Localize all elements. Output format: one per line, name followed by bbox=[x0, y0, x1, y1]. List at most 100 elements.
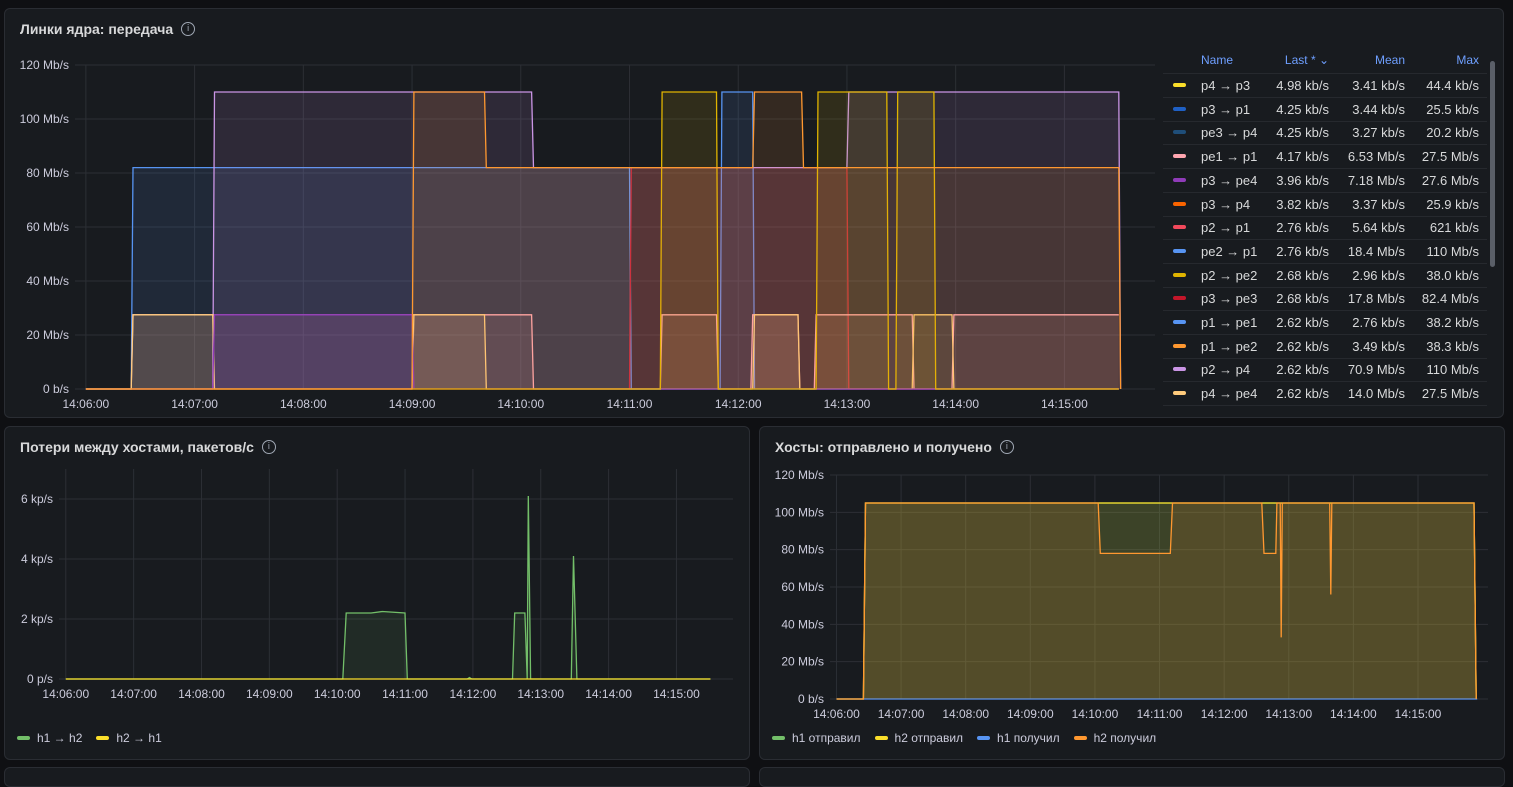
series-color-swatch bbox=[1173, 154, 1186, 159]
series-area bbox=[836, 503, 1477, 699]
legend-header-name[interactable]: Name bbox=[1201, 53, 1234, 67]
panel-title[interactable]: Потери между хостами, пакетов/с i bbox=[20, 439, 276, 455]
legend-name: p3 → p1 bbox=[1201, 101, 1251, 117]
legend-mean: 5.64 kb/s bbox=[1352, 220, 1405, 236]
legend-mean: 3.41 kb/s bbox=[1352, 78, 1405, 93]
series-color-swatch bbox=[1073, 736, 1087, 740]
y-tick-label: 60 Mb/s bbox=[26, 220, 69, 234]
chart-core-links[interactable]: 0 b/s 20 Mb/s 40 Mb/s 60 Mb/s 80 Mb/s 100 Mb/… bbox=[5, 9, 1165, 419]
legend-row[interactable]: p3 → pe3 2.68 kb/s 17.8 Mb/s 82.4 Mb/s bbox=[1163, 286, 1487, 312]
info-icon[interactable]: i bbox=[261, 440, 276, 454]
panel-title[interactable]: Хосты: отправлено и получено i bbox=[775, 439, 1014, 455]
series-area bbox=[836, 503, 1477, 699]
legend-name: pe2 → p1 bbox=[1201, 243, 1258, 259]
y-tick-label: 6 kp/s bbox=[21, 492, 53, 506]
legend-mean: 2.76 kb/s bbox=[1352, 315, 1405, 330]
legend-max: 82.4 Mb/s bbox=[1421, 291, 1479, 307]
y-tick-label: 120 Mb/s bbox=[775, 468, 824, 482]
chart-host-losses[interactable]: 0 p/s 2 kp/s 4 kp/s 6 kp/s 14:06:00 14:07:00 1… bbox=[5, 427, 751, 727]
legend-row[interactable]: pe2 → p1 2.76 kb/s 18.4 Mb/s 110 Mb/s bbox=[1163, 239, 1487, 264]
series-color-swatch bbox=[1173, 296, 1186, 301]
legend-row[interactable]: p4 → pe4 2.62 kb/s 14.0 Mb/s 27.5 Mb/s bbox=[1163, 381, 1487, 407]
x-tick-label: 14:08:00 bbox=[178, 687, 225, 701]
x-tick-label: 14:07:00 bbox=[878, 707, 925, 721]
panel-partial-left bbox=[4, 767, 750, 787]
x-tick-label: 14:10:00 bbox=[497, 397, 544, 411]
legend-row[interactable]: p3 → pe4 3.96 kb/s 7.18 Mb/s 27.6 Mb/s bbox=[1163, 168, 1487, 193]
info-icon[interactable]: i bbox=[181, 22, 196, 36]
legend-row[interactable]: p3 → p1 4.25 kb/s 3.44 kb/s 25.5 kb/s bbox=[1163, 97, 1487, 122]
legend-row[interactable]: p2 → pe2 2.68 kb/s 2.96 kb/s 38.0 kb/s bbox=[1163, 263, 1487, 288]
legend-header-max[interactable]: Max bbox=[1456, 53, 1479, 67]
series-line[interactable] bbox=[836, 502, 1477, 700]
legend-item[interactable]: h1 получил bbox=[977, 731, 1060, 745]
legend-name: p1 → pe1 bbox=[1201, 315, 1258, 330]
legend-label: h2 отправил bbox=[894, 731, 964, 745]
legend-item[interactable]: h2 отправил bbox=[874, 731, 964, 745]
legend-row[interactable]: p2 → p4 2.62 kb/s 70.9 Mb/s 110 Mb/s bbox=[1163, 357, 1487, 383]
legend-mean: 2.96 kb/s bbox=[1352, 267, 1405, 283]
legend-mean: 3.27 kb/s bbox=[1352, 125, 1405, 141]
series-line[interactable] bbox=[85, 91, 1122, 390]
series-color-swatch bbox=[1173, 225, 1186, 230]
y-tick-label: 20 Mb/s bbox=[781, 655, 824, 669]
series-line[interactable] bbox=[85, 91, 1119, 390]
series-color-swatch bbox=[1173, 130, 1186, 135]
series-color-swatch bbox=[1173, 106, 1186, 111]
series-color-swatch bbox=[1173, 391, 1186, 396]
legend-item[interactable]: h2 → h1 bbox=[96, 731, 162, 745]
legend-mean: 70.9 Mb/s bbox=[1347, 362, 1405, 378]
legend-item[interactable]: h1 → h2 bbox=[17, 731, 82, 745]
x-tick-label: 14:07:00 bbox=[171, 397, 218, 411]
y-tick-label: 0 b/s bbox=[798, 692, 824, 706]
legend-header-mean[interactable]: Mean bbox=[1374, 53, 1405, 67]
legend-name: p2 → p1 bbox=[1201, 220, 1251, 236]
info-icon[interactable]: i bbox=[999, 440, 1014, 454]
x-tick-label: 14:09:00 bbox=[1007, 707, 1054, 721]
y-tick-label: 80 Mb/s bbox=[781, 543, 824, 557]
legend-name: p3 → pe3 bbox=[1201, 291, 1258, 307]
x-tick-label: 14:14:00 bbox=[585, 687, 632, 701]
series-area bbox=[85, 314, 1119, 389]
y-tick-label: 0 b/s bbox=[43, 382, 69, 396]
legend-max: 27.5 Mb/s bbox=[1421, 149, 1479, 165]
legend-name: p4 → p3 bbox=[1201, 78, 1251, 93]
x-tick-label: 14:12:00 bbox=[1201, 707, 1248, 721]
legend-last: 4.25 kb/s bbox=[1276, 101, 1329, 117]
legend-max: 27.6 Mb/s bbox=[1421, 172, 1479, 188]
x-tick-label: 14:15:00 bbox=[653, 687, 700, 701]
legend-mean: 7.18 Mb/s bbox=[1347, 172, 1405, 188]
panel-partial-right bbox=[759, 767, 1505, 787]
series-color-swatch bbox=[977, 736, 991, 740]
x-tick-label: 14:13:00 bbox=[1265, 707, 1312, 721]
legend-header-last[interactable]: Last * ⌄ bbox=[1284, 53, 1329, 67]
legend-row[interactable]: pe1 → p1 4.17 kb/s 6.53 Mb/s 27.5 Mb/s bbox=[1163, 144, 1487, 170]
panel-title[interactable]: Линки ядра: передача i bbox=[20, 21, 196, 37]
legend-row[interactable]: p3 → p4 3.82 kb/s 3.37 kb/s 25.9 kb/s bbox=[1163, 192, 1487, 217]
legend-last: 2.62 kb/s bbox=[1276, 386, 1329, 402]
x-tick-label: 14:06:00 bbox=[42, 687, 89, 701]
legend-row[interactable]: pe3 → p4 4.25 kb/s 3.27 kb/s 20.2 kb/s bbox=[1163, 120, 1487, 146]
legend-row[interactable]: p1 → pe2 2.62 kb/s 3.49 kb/s 38.3 kb/s bbox=[1163, 334, 1487, 359]
x-tick-label: 14:13:00 bbox=[824, 397, 871, 411]
legend-max: 20.2 kb/s bbox=[1426, 125, 1479, 141]
chart-hosts-traffic[interactable]: 0 b/s 20 Mb/s 40 Mb/s 60 Mb/s 80 Mb/s 100 Mb/… bbox=[760, 427, 1506, 727]
series-line[interactable] bbox=[85, 314, 1119, 390]
series-color-swatch bbox=[1173, 201, 1186, 206]
legend-row[interactable]: p2 → p1 2.76 kb/s 5.64 kb/s 621 kb/s bbox=[1163, 215, 1487, 241]
legend-last: 2.76 kb/s bbox=[1276, 243, 1329, 259]
series-color-swatch bbox=[874, 736, 888, 740]
legend-item[interactable]: h1 отправил bbox=[772, 731, 861, 745]
x-tick-label: 14:10:00 bbox=[1072, 707, 1119, 721]
x-tick-label: 14:12:00 bbox=[450, 687, 497, 701]
legend-mean: 3.49 kb/s bbox=[1352, 338, 1405, 354]
legend-max: 110 Mb/s bbox=[1426, 362, 1479, 378]
legend-row[interactable]: p4 → p3 4.98 kb/s 3.41 kb/s 44.4 kb/s bbox=[1163, 73, 1487, 98]
legend-scrollbar[interactable] bbox=[1490, 61, 1495, 267]
x-tick-label: 14:11:00 bbox=[382, 687, 428, 701]
legend-last: 3.82 kb/s bbox=[1276, 196, 1329, 212]
legend-item[interactable]: h2 получил bbox=[1073, 731, 1156, 745]
legend-last: 2.76 kb/s bbox=[1276, 220, 1329, 236]
legend-row[interactable]: p1 → pe1 2.62 kb/s 2.76 kb/s 38.2 kb/s bbox=[1163, 310, 1487, 335]
panel-core-links: Линки ядра: передача i 0 b/s 20 Mb/s 40 Mb… bbox=[4, 8, 1504, 418]
